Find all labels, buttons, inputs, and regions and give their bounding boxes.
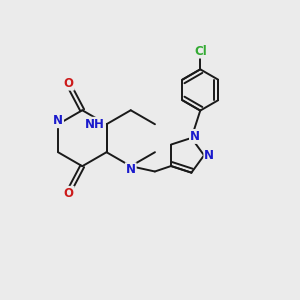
Text: O: O xyxy=(64,187,74,200)
Text: N: N xyxy=(204,149,214,162)
Text: NH: NH xyxy=(85,118,105,131)
Text: Cl: Cl xyxy=(194,45,207,58)
Text: N: N xyxy=(53,114,63,127)
Text: N: N xyxy=(126,163,136,176)
Text: N: N xyxy=(190,130,200,143)
Text: O: O xyxy=(64,77,74,90)
